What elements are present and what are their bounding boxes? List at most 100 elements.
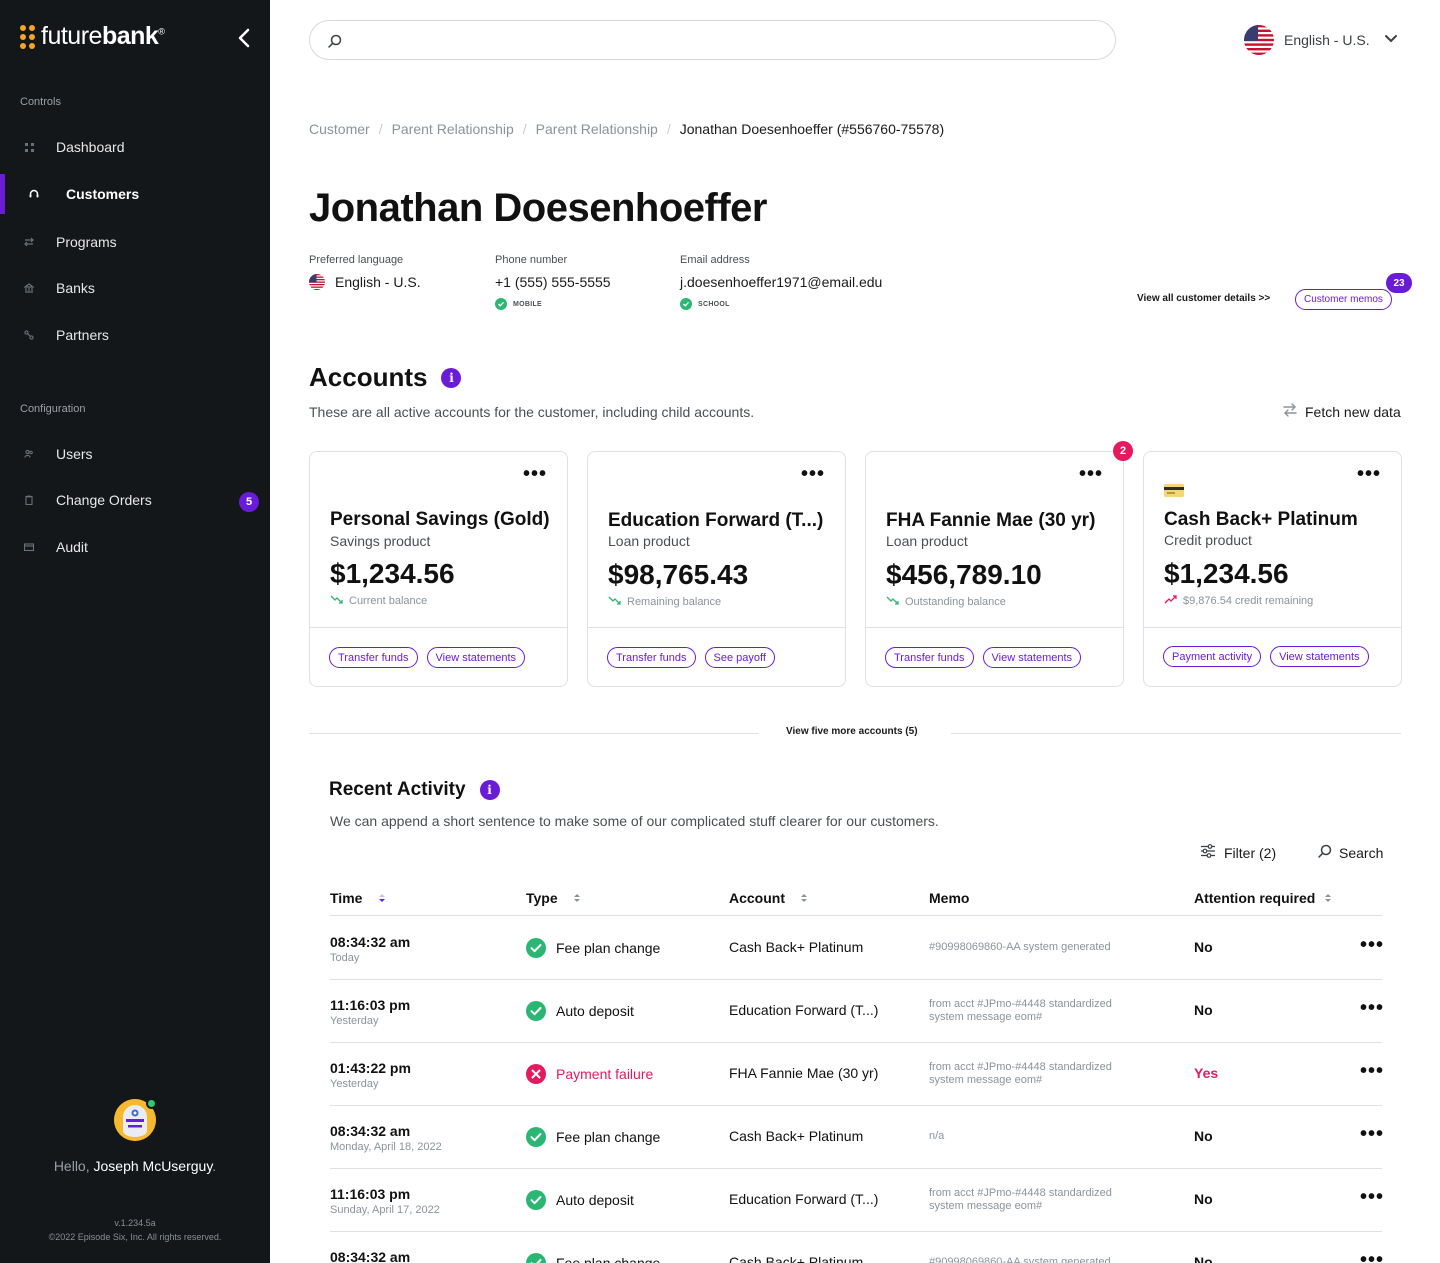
bank-icon (22, 281, 36, 295)
preferred-language: Preferred language English - U.S. (309, 254, 421, 290)
payment-activity-button[interactable]: Payment activity (1163, 646, 1262, 667)
phone-number-value: +1 (555) 555-5555 (495, 274, 611, 290)
account-card[interactable]: ••• FHA Fannie Mae (30 yr) Loan product … (865, 451, 1124, 687)
user-greeting: Hello, Joseph McUserguy. (53, 1158, 217, 1174)
email-address-label: Email address (680, 254, 750, 266)
more-options-icon[interactable]: ••• (1078, 463, 1103, 485)
filter-button[interactable]: Filter (2) (1200, 843, 1276, 862)
column-time[interactable]: Time (330, 890, 386, 906)
breadcrumb-parent-relationship[interactable]: Parent Relationship (535, 121, 658, 137)
sidebar-item-users[interactable]: Users (0, 434, 270, 474)
sidebar-item-label: Banks (56, 280, 95, 296)
view-all-details-link[interactable]: View all customer details >> (1137, 293, 1271, 304)
table-row[interactable]: 08:34:32 am Fee plan change Cash Back+ Pla… (330, 1232, 1385, 1263)
divider-line (309, 733, 759, 734)
customer-memos-button[interactable]: Customer memos (1295, 289, 1392, 310)
balance-note: Outstanding balance (886, 596, 1006, 608)
view-statements-button[interactable]: View statements (982, 647, 1082, 668)
activity-date: Yesterday (330, 1078, 379, 1090)
table-row[interactable]: 08:34:32 am Today Fee plan change Cash Back… (330, 917, 1385, 980)
table-row[interactable]: 11:16:03 pm Yesterday Auto deposit Educatio… (330, 980, 1385, 1043)
sidebar-item-label: Audit (56, 539, 88, 555)
row-more-options-icon[interactable]: ••• (1360, 934, 1385, 956)
column-memo: Memo (929, 890, 970, 906)
row-more-options-icon[interactable]: ••• (1360, 1123, 1385, 1145)
attention-required-value: Yes (1194, 1065, 1219, 1081)
table-row[interactable]: 01:43:22 pm Yesterday Payment failure FHA F… (330, 1043, 1385, 1106)
activity-account: Cash Back+ Platinum (729, 1254, 864, 1263)
search-input[interactable] (356, 29, 1096, 51)
notification-badge: 2 (1113, 441, 1133, 461)
account-balance: $456,789.10 (886, 559, 1042, 590)
info-icon[interactable]: i (479, 780, 500, 800)
see-payoff-button[interactable]: See payoff (704, 647, 775, 668)
activity-type: Payment failure (526, 1064, 653, 1084)
activity-account: FHA Fannie Mae (30 yr) (729, 1065, 879, 1081)
row-more-options-icon[interactable]: ••• (1360, 1249, 1385, 1263)
column-type[interactable]: Type (526, 890, 581, 906)
us-flag-icon (1244, 25, 1274, 55)
column-attention-required[interactable]: Attention required (1194, 890, 1332, 906)
activity-time: 08:34:32 am (330, 1249, 411, 1263)
language-selector[interactable]: English - U.S. (1244, 25, 1398, 55)
info-icon[interactable]: i (441, 367, 462, 388)
balance-note: Current balance (330, 595, 427, 607)
logo[interactable]: futurebank® (20, 22, 165, 51)
attention-required-value: No (1194, 1191, 1213, 1207)
grid-icon (22, 140, 36, 154)
account-card[interactable]: ••• Personal Savings (Gold) Savings prod… (309, 451, 568, 687)
success-check-icon (526, 1253, 546, 1263)
row-more-options-icon[interactable]: ••• (1360, 1060, 1385, 1082)
table-row[interactable]: 08:34:32 am Monday, April 18, 2022 Fee pla… (330, 1106, 1385, 1169)
transfer-funds-button[interactable]: Transfer funds (607, 647, 696, 668)
accounts-heading: Accounts i (309, 362, 462, 393)
sidebar-item-programs[interactable]: Programs (0, 222, 270, 262)
activity-type: Auto deposit (526, 1001, 634, 1021)
transfer-funds-button[interactable]: Transfer funds (329, 647, 418, 668)
collapse-sidebar-icon[interactable] (234, 26, 254, 50)
breadcrumb-customer[interactable]: Customer (309, 121, 370, 137)
view-more-accounts-link[interactable]: View five more accounts (5) (786, 726, 918, 737)
row-more-options-icon[interactable]: ••• (1360, 1186, 1385, 1208)
sidebar-item-customers[interactable]: Customers (0, 174, 270, 214)
preferred-language-label: Preferred language (309, 254, 404, 266)
activity-table-header: Time Type Account Memo Attention require… (330, 888, 1382, 916)
activity-memo: from acct #JPmo-#4448 standardized syste… (929, 998, 1112, 1023)
sidebar-item-change-orders[interactable]: Change Orders (0, 480, 270, 520)
account-card[interactable]: ••• Cash Back+ Platinum Credit product $… (1143, 451, 1402, 687)
view-statements-button[interactable]: View statements (426, 647, 526, 668)
account-name: Cash Back+ Platinum (1164, 509, 1358, 530)
email-type-tag: SCHOOL (680, 298, 882, 310)
sidebar-item-label: Customers (66, 186, 140, 202)
account-card[interactable]: ••• Education Forward (T...) Loan produc… (587, 451, 846, 687)
activity-memo: #90998069860-AA system generated (929, 941, 1111, 953)
view-statements-button[interactable]: View statements (1270, 646, 1369, 667)
column-account[interactable]: Account (729, 890, 808, 906)
table-row[interactable]: 11:16:03 pm Sunday, April 17, 2022 Auto de… (330, 1169, 1385, 1232)
global-search[interactable] (309, 20, 1116, 60)
verified-check-icon (495, 298, 507, 310)
recent-activity-heading: Recent Activity i (329, 779, 500, 801)
breadcrumb-separator: / (522, 121, 527, 137)
activity-search-button[interactable]: Search (1317, 843, 1383, 862)
more-options-icon[interactable]: ••• (800, 463, 825, 485)
more-options-icon[interactable]: ••• (1356, 463, 1381, 485)
row-more-options-icon[interactable]: ••• (1360, 997, 1385, 1019)
account-name: Personal Savings (Gold) (330, 509, 550, 530)
more-options-icon[interactable]: ••• (522, 463, 547, 485)
card-icon (22, 540, 36, 554)
sidebar-item-dashboard[interactable]: Dashboard (0, 127, 270, 167)
success-check-icon (526, 938, 546, 958)
sidebar-item-audit[interactable]: Audit (0, 527, 270, 567)
activity-memo: #90998069860-AA system generated (929, 1256, 1111, 1263)
account-balance: $1,234.56 (1164, 558, 1289, 589)
arrows-icon (22, 235, 36, 249)
sidebar-item-banks[interactable]: Banks (0, 268, 270, 308)
sidebar-item-partners[interactable]: Partners (0, 315, 270, 355)
transfer-funds-button[interactable]: Transfer funds (885, 647, 974, 668)
activity-time: 11:16:03 pm (330, 1186, 411, 1202)
breadcrumb-current: Jonathan Doesenhoeffer (#556760-75578) (679, 121, 945, 137)
app-version: v.1.234.5a (114, 1218, 156, 1228)
fetch-new-data-button[interactable]: Fetch new data (1283, 403, 1401, 420)
breadcrumb-parent-relationship[interactable]: Parent Relationship (391, 121, 514, 137)
